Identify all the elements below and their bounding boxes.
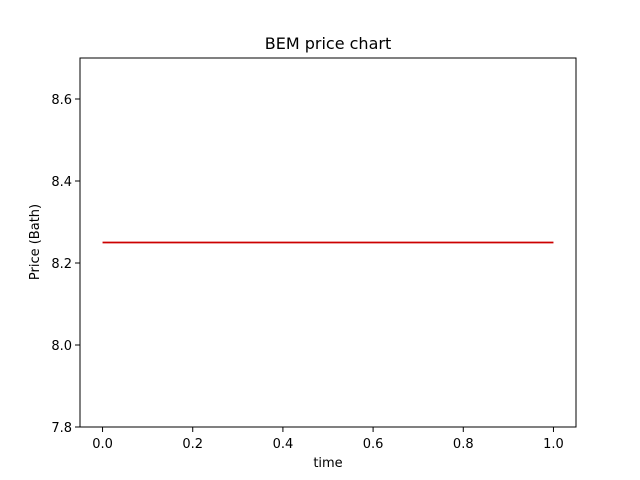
x-tick-label: 0.4 [273, 437, 294, 452]
x-tick-label: 0.2 [182, 437, 203, 452]
x-tick-label: 0.6 [363, 437, 384, 452]
x-tick-label: 1.0 [543, 437, 564, 452]
y-tick-label: 8.4 [51, 175, 72, 190]
x-axis-label: time [313, 456, 342, 471]
plot-frame [79, 57, 577, 428]
x-tick-label: 0.8 [453, 437, 474, 452]
y-axis-label: Price (Bath) [28, 204, 43, 280]
chart-title: BEM price chart [265, 34, 391, 53]
y-tick-label: 8.6 [51, 93, 72, 108]
y-tick-label: 7.8 [51, 421, 72, 436]
y-tick-label: 8.0 [51, 339, 72, 354]
y-tick-label: 8.2 [51, 257, 72, 272]
x-tick-label: 0.0 [92, 437, 113, 452]
